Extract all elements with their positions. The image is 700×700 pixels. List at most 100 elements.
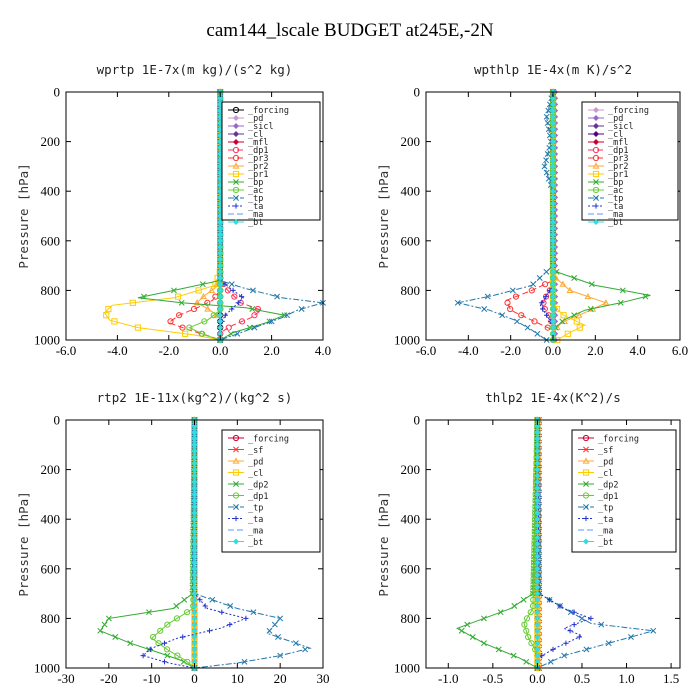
page-title: cam144_lscale BUDGET at245E,-2N: [206, 20, 494, 41]
legend-item: _pd: [228, 457, 263, 468]
legend-item: _bt: [228, 538, 263, 548]
x-tick-label: -0.5: [483, 671, 504, 686]
series-group: [97, 416, 312, 672]
data-point: [563, 640, 569, 646]
data-point: [191, 565, 198, 572]
legend-item: _pd: [578, 457, 613, 468]
data-point: [178, 299, 185, 306]
legend-label: _ma: [598, 527, 613, 537]
y-tick-label: 800: [41, 283, 61, 298]
data-point: [191, 466, 198, 473]
legend-marker: [232, 538, 240, 545]
legend-marker: [232, 186, 240, 194]
legend-label: _ma: [608, 210, 623, 220]
data-point: [227, 330, 234, 337]
legend-marker: [232, 434, 240, 442]
data-point: [567, 609, 574, 616]
data-point: [583, 646, 590, 653]
legend-item: _ac: [228, 186, 263, 196]
data-point: [302, 646, 309, 653]
data-point: [173, 615, 181, 622]
data-point: [504, 299, 511, 306]
data-point: [163, 646, 171, 653]
legend-marker: [232, 218, 240, 226]
panel-title: thlp2 1E-4x(K^2)/s: [485, 390, 620, 405]
legend-label: _pr3: [608, 154, 628, 164]
data-point: [191, 478, 198, 486]
legend-box: [581, 101, 679, 221]
series-dp2: [97, 417, 198, 671]
legend-item: _cl: [578, 469, 613, 479]
data-point: [557, 603, 563, 609]
series-line: [536, 419, 593, 659]
legend-box: [571, 429, 677, 553]
panel-title: wpthlp 1E-4x(m K)/s^2: [474, 62, 632, 77]
chart-panel-1: wprtp 1E-7x(m kg)/(s^2 kg) Pressure [hPa]…: [16, 62, 331, 358]
series-line: [456, 419, 538, 669]
data-point: [549, 119, 557, 127]
series-group: [456, 416, 657, 672]
data-point: [227, 622, 233, 628]
y-axis-label: Pressure [hPa]: [376, 163, 391, 268]
legend-label: _pd: [598, 458, 613, 468]
legend-label: _forcing: [248, 106, 289, 116]
x-tick-label: -20: [100, 671, 117, 686]
data-point: [550, 646, 556, 652]
legend-label: _dp2: [598, 481, 618, 491]
data-point: [499, 312, 506, 319]
series-group: [454, 88, 651, 344]
data-point: [275, 634, 281, 640]
data-point: [549, 150, 557, 158]
data-point: [518, 312, 525, 319]
data-point: [277, 615, 284, 622]
data-point: [584, 292, 592, 300]
data-point: [191, 640, 198, 647]
legend-marker: [232, 469, 240, 476]
legend-marker: [583, 481, 589, 487]
data-point: [566, 286, 574, 293]
data-point: [191, 485, 198, 492]
data-point: [546, 132, 553, 139]
data-point: [191, 472, 198, 479]
data-point: [227, 603, 234, 609]
data-point: [191, 652, 198, 659]
legend-label: _bp: [608, 178, 623, 188]
data-point: [534, 423, 541, 430]
data-point: [541, 281, 549, 288]
legend-label: _ta: [248, 202, 263, 212]
legend-item: _sf: [578, 446, 613, 456]
data-point: [534, 330, 541, 337]
legend: _forcing_sf _pd_cl _dp2_dp1 _tp_ta _ma_bt: [221, 429, 321, 553]
legend-item: _bp: [588, 178, 623, 188]
y-tick-label: 400: [401, 512, 421, 527]
data-point: [206, 628, 213, 634]
data-point: [602, 299, 610, 306]
data-point: [534, 435, 541, 442]
chart-panel-3: rtp2 1E-11x(kg^2)/(kg^2 s) Pressure [hPa]…: [16, 390, 330, 686]
data-point: [201, 318, 208, 325]
data-point: [549, 268, 557, 275]
data-point: [549, 144, 557, 151]
data-point: [534, 447, 541, 455]
x-tick-label: -4.0: [458, 343, 479, 358]
data-point: [549, 287, 557, 294]
data-point: [250, 609, 257, 616]
data-point: [217, 262, 224, 269]
data-point: [217, 219, 224, 226]
data-point: [208, 286, 216, 293]
data-point: [546, 144, 553, 151]
data-point: [191, 621, 198, 628]
series-group: [103, 88, 326, 344]
data-point: [484, 293, 491, 300]
legend-label: _dp2: [248, 481, 268, 491]
legend-marker: [232, 130, 240, 138]
data-point: [549, 318, 557, 325]
data-point: [292, 640, 299, 647]
data-point: [239, 294, 245, 300]
legend-item: _tp: [228, 504, 263, 514]
legend-marker: [583, 504, 589, 510]
data-point: [545, 175, 552, 182]
data-point: [284, 312, 290, 319]
data-point: [217, 256, 224, 263]
legend-item: _ta: [228, 202, 263, 212]
